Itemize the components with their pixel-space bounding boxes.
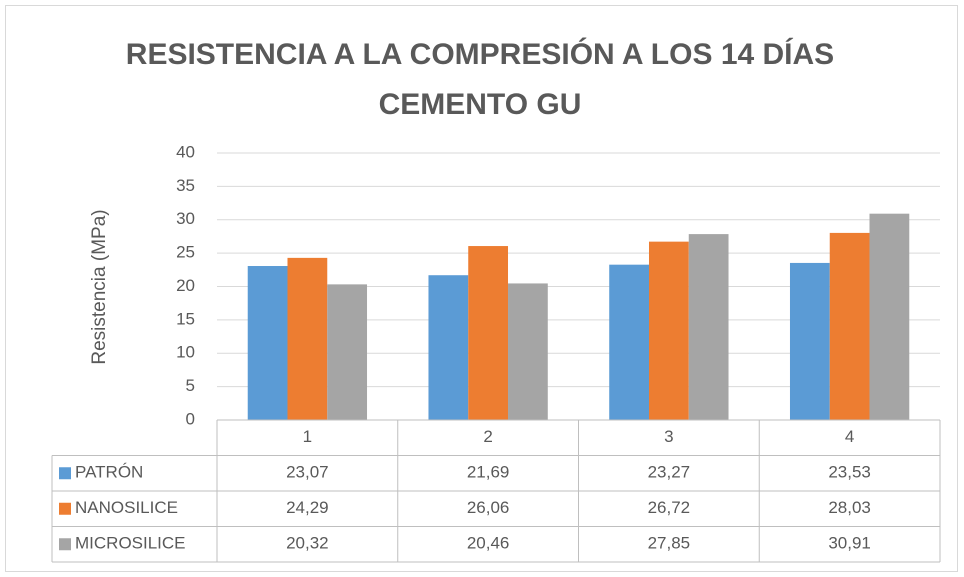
y-tick-label: 20 [176,276,195,295]
table-value: 23,27 [648,463,691,482]
y-tick-label: 35 [176,176,195,195]
y-tick-label: 30 [176,209,195,228]
table-value: 23,53 [828,463,871,482]
x-tick-label: 1 [303,427,312,446]
table-value: 20,46 [467,534,510,553]
table-value: 20,32 [286,534,329,553]
table-value: 23,07 [286,463,329,482]
legend-label: NANOSILICE [75,498,178,517]
bar [688,234,729,420]
table-value: 21,69 [467,463,510,482]
chart-title: RESISTENCIA A LA COMPRESIÓN A LOS 14 DÍA… [126,37,834,71]
table-value: 26,06 [467,498,510,517]
y-tick-label: 0 [186,409,195,428]
bar [468,246,509,420]
x-tick-label: 3 [664,427,673,446]
y-axis-label: Resistencia (MPa) [89,209,110,364]
bar [648,241,689,420]
legend-label: PATRÓN [75,463,143,482]
bar [247,266,288,420]
y-tick-label: 15 [176,309,195,328]
bar [327,284,368,420]
y-tick-label: 25 [176,243,195,262]
bar [508,283,548,420]
table-value: 30,91 [828,534,871,553]
y-tick-label: 5 [186,376,195,395]
bar [789,262,830,420]
bar [869,213,910,420]
table-value: 27,85 [648,534,691,553]
table-value: 28,03 [828,498,871,517]
legend-label: MICROSILICE [75,534,186,553]
x-tick-label: 4 [845,427,854,446]
chart-subtitle: CEMENTO GU [379,88,582,121]
legend-swatch [59,502,71,515]
y-tick-label: 40 [176,142,195,161]
bar [428,275,469,420]
bar [287,257,328,420]
legend-swatch [59,538,71,551]
table-value: 26,72 [648,498,691,517]
legend-swatch [59,467,71,480]
table-value: 24,29 [286,498,329,517]
bar [829,232,870,420]
bar [609,264,649,420]
y-tick-label: 10 [176,343,195,362]
x-tick-label: 2 [483,427,492,446]
